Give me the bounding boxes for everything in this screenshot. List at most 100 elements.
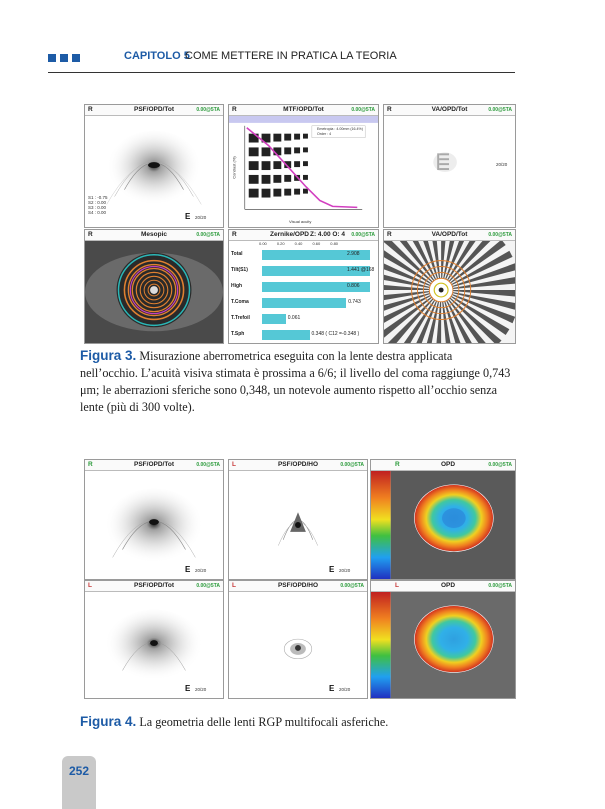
panel-tag: 0.00@5TA bbox=[488, 462, 512, 468]
panel-title-bar: R PSF/OPD/Tot 0.00@5TA bbox=[85, 460, 223, 471]
zernike-panel: R Zernike/OPD Z: 4.00 O: 4 0.00@5TA 0.00… bbox=[228, 229, 379, 344]
zernike-row: High 0.806 bbox=[229, 279, 378, 295]
zernike-row-label: T.Coma bbox=[231, 299, 249, 305]
psf-image bbox=[85, 592, 223, 698]
zernike-bar bbox=[262, 298, 347, 308]
header-square-icon bbox=[72, 54, 80, 62]
psf-tot-panel: R PSF/OPD/Tot 0.00@5TA E 20/20 bbox=[84, 459, 224, 580]
eye-side-label: R bbox=[387, 106, 392, 113]
psf-image bbox=[85, 471, 223, 579]
eye-side-label: L bbox=[88, 582, 92, 589]
panel-title-bar: L OPD 0.00@5TA bbox=[371, 581, 515, 592]
eye-side-label: L bbox=[232, 582, 236, 589]
panel-title-bar: R Zernike/OPD Z: 4.00 O: 4 0.00@5TA bbox=[229, 230, 378, 241]
axis-tick: 0.80 bbox=[330, 241, 339, 246]
zernike-row-label: Total bbox=[231, 251, 243, 257]
panel-title: OPD bbox=[440, 461, 456, 468]
mtf-x-label: Visual acuity bbox=[289, 219, 312, 224]
header-square-icon bbox=[48, 54, 56, 62]
panel-tag: 0.00@5TA bbox=[340, 462, 364, 468]
panel-title-bar: R PSF/OPD/Tot 0.00@5TA bbox=[85, 105, 223, 116]
chapter-title: COME METTERE IN PRATICA LA TEORIA bbox=[185, 50, 397, 62]
eye-side-label: R bbox=[232, 231, 237, 238]
eye-chart-label: 20/20 bbox=[339, 687, 351, 692]
panel-tag: 0.00@5TA bbox=[488, 107, 512, 113]
zernike-bar bbox=[262, 266, 370, 276]
eye-chart-label: 20/20 bbox=[195, 687, 207, 692]
eye-chart-e-icon: E bbox=[329, 684, 335, 693]
opd-map-panel: R OPD 0.00@5TA bbox=[370, 459, 516, 580]
zernike-info: Z: 4.00 O: 4 bbox=[309, 231, 346, 238]
psf-image bbox=[85, 116, 223, 227]
star-ray bbox=[432, 241, 442, 291]
zernike-bar bbox=[262, 250, 370, 260]
mtf-order: Order : 4 bbox=[317, 132, 332, 136]
panel-title: VA/OPD/Tot bbox=[431, 231, 468, 238]
zernike-bar bbox=[262, 330, 310, 340]
caption-text: Misurazione aberrometrica eseguita con l… bbox=[80, 349, 511, 414]
panel-title-bar: R VA/OPD/Tot 0.00@5TA bbox=[384, 230, 515, 241]
star-ray bbox=[384, 285, 442, 291]
star-ray bbox=[384, 290, 442, 301]
zernike-row: T.Sph 0.348 ( C12 =-0.348 ) bbox=[229, 327, 378, 343]
panel-tag: 0.00@5TA bbox=[196, 232, 220, 238]
mtf-panel: R MTF/OPD/Tot 0.00@5TA Emetropia : 4. bbox=[228, 104, 379, 228]
psf-image bbox=[229, 592, 367, 698]
zernike-row-label: Tilt(S1) bbox=[231, 267, 248, 273]
panel-title-bar: R MTF/OPD/Tot 0.00@5TA bbox=[229, 105, 378, 116]
axis-tick: 0.60 bbox=[312, 241, 321, 246]
panel-title-bar: L PSF/OPD/Tot 0.00@5TA bbox=[85, 581, 223, 592]
panel-tag: 0.00@5TA bbox=[196, 107, 220, 113]
eye-chart-e-icon: E bbox=[185, 212, 191, 221]
zernike-row-label: T.Sph bbox=[231, 331, 245, 337]
eye-side-label: R bbox=[387, 231, 392, 238]
eye-side-label: R bbox=[395, 461, 400, 468]
figure-3-caption: Figura 3. Misurazione aberrometrica eseg… bbox=[80, 347, 512, 416]
star-ray bbox=[384, 241, 442, 291]
figure-4-caption: Figura 4. La geometria delle lenti RGP m… bbox=[80, 713, 512, 731]
page-number-tab: 252 bbox=[62, 756, 96, 809]
star-ray bbox=[441, 250, 513, 291]
zernike-row-label: High bbox=[231, 283, 243, 289]
chapter-label: CAPITOLO 5 bbox=[124, 50, 190, 62]
star-ray bbox=[441, 241, 506, 291]
zernike-row-value: 0.806 bbox=[347, 283, 360, 289]
siemens-star-image bbox=[384, 241, 515, 343]
zernike-row-value: 1.441 @168 bbox=[347, 267, 375, 273]
va-panel: R VA/OPD/Tot 0.00@5TA 20/20 bbox=[383, 104, 516, 228]
star-ray bbox=[441, 290, 515, 310]
eye-side-label: R bbox=[88, 106, 93, 113]
page-number: 252 bbox=[68, 764, 90, 778]
mtf-y-label: Contrast (%) bbox=[231, 156, 237, 179]
axis-tick: 0.00 bbox=[259, 241, 267, 246]
zernike-row-label: T.Trefoil bbox=[231, 315, 250, 321]
figure-label: Figura 3. bbox=[80, 348, 137, 363]
eye-side-label: R bbox=[232, 106, 237, 113]
psf-ho-panel: L PSF/OPD/HO 0.00@5TA E 20/20 bbox=[228, 459, 368, 580]
eye-chart-label: 20/20 bbox=[195, 215, 207, 220]
va-image bbox=[384, 116, 515, 227]
zernike-row-value: 0.061 bbox=[287, 315, 301, 321]
mesopic-eye-image bbox=[85, 241, 223, 343]
panel-title: OPD bbox=[440, 582, 456, 589]
star-ray bbox=[436, 290, 442, 343]
psf-image bbox=[229, 471, 367, 579]
panel-tag: 0.00@5TA bbox=[488, 583, 512, 589]
star-ray bbox=[387, 290, 442, 343]
opd-color-map bbox=[371, 471, 515, 579]
panel-title: VA/OPD/Tot bbox=[431, 106, 468, 113]
zernike-row: Total 2.908 bbox=[229, 247, 378, 263]
opd-color-map bbox=[371, 592, 515, 698]
zernike-row-value: 0.743 bbox=[348, 299, 361, 305]
panel-title: Zernike/OPD bbox=[269, 231, 309, 238]
zernike-row: T.Coma 0.743 bbox=[229, 295, 378, 311]
panel-tag: 0.00@5TA bbox=[196, 462, 220, 468]
zernike-bars: Total 2.908 Tilt(S1) 1.441 @168 High 0.806 T.C… bbox=[229, 247, 378, 343]
axis-tick: 0.20 bbox=[276, 241, 285, 246]
psf-tot-panel: L PSF/OPD/Tot 0.00@5TA E 20/20 bbox=[84, 580, 224, 699]
star-ray bbox=[441, 277, 515, 291]
panel-title: Mesopic bbox=[140, 231, 167, 238]
axis-tick: 0.40 bbox=[294, 241, 303, 246]
zernike-row-value: 2.908 bbox=[347, 251, 360, 257]
zernike-row: T.Trefoil 0.061 bbox=[229, 311, 378, 327]
